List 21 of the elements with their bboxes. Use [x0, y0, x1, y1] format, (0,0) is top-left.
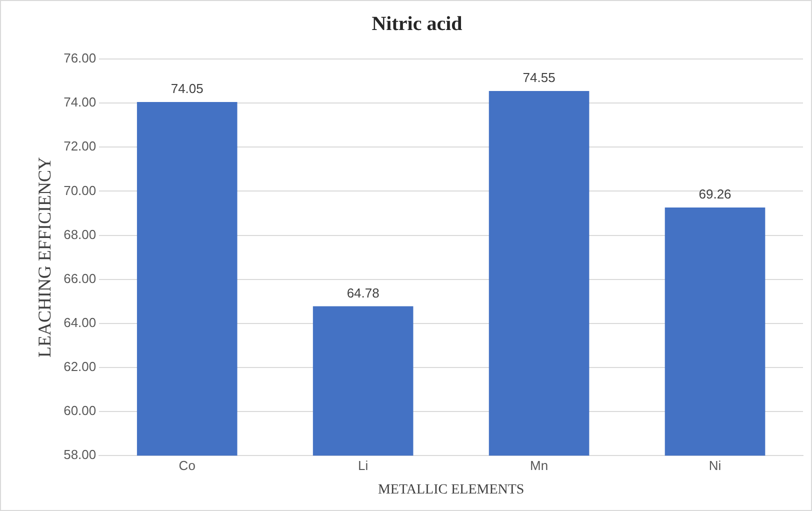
- y-tick-label: 62.00: [64, 359, 96, 374]
- y-tick-label: 68.00: [64, 226, 96, 242]
- x-tick-label: Mn: [530, 458, 548, 473]
- x-tick-label: Ni: [708, 458, 722, 473]
- chart-title: Nitric acid: [372, 13, 462, 36]
- y-tick-label: 76.00: [64, 50, 96, 66]
- y-tick-label: 72.00: [64, 138, 96, 154]
- y-tick-label: 60.00: [64, 403, 96, 418]
- data-label: 74.05: [170, 81, 204, 96]
- x-tick-label: Li: [358, 458, 368, 473]
- y-tick-label: 64.00: [64, 314, 96, 330]
- data-label: 64.78: [346, 285, 380, 300]
- y-tick-label: 66.00: [64, 270, 96, 286]
- data-label: 69.26: [698, 186, 732, 202]
- x-axis-title: METALLIC ELEMENTS: [378, 482, 524, 498]
- data-label: 74.55: [522, 70, 556, 86]
- y-tick-label: 74.00: [64, 94, 96, 110]
- y-tick-label: 70.00: [64, 182, 96, 198]
- y-tick-label: 58.00: [64, 447, 96, 462]
- x-tick-label: Co: [178, 458, 196, 473]
- y-axis-title: LEACHING EFFICIENCY: [34, 157, 55, 358]
